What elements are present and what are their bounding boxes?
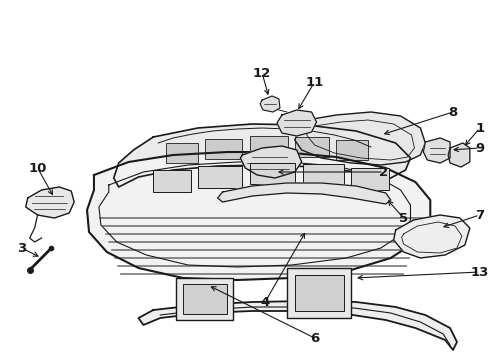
Polygon shape [25,187,74,218]
Polygon shape [295,112,425,165]
Bar [351,168,389,190]
Bar [250,136,288,156]
Bar [303,164,344,185]
Bar [336,140,368,160]
Bar [166,143,198,163]
Bar [295,137,329,157]
Text: 8: 8 [448,105,458,118]
Bar [205,139,243,159]
Polygon shape [114,124,411,187]
Text: 3: 3 [17,242,26,255]
Text: 4: 4 [261,296,270,309]
Polygon shape [423,138,450,163]
Polygon shape [139,301,457,350]
Bar [295,275,344,311]
Bar [198,166,243,188]
Bar [250,163,295,184]
Text: 13: 13 [470,266,489,279]
Polygon shape [87,152,430,280]
Text: 11: 11 [305,76,324,89]
Polygon shape [218,183,391,204]
Polygon shape [241,146,302,178]
Bar [287,268,351,318]
Text: 2: 2 [379,166,389,179]
Text: 5: 5 [399,212,408,225]
Polygon shape [260,96,280,112]
Polygon shape [277,110,317,136]
Text: 1: 1 [475,122,484,135]
Bar [183,284,226,314]
Bar [153,170,191,192]
Bar [176,278,233,320]
Polygon shape [393,215,470,258]
Text: 7: 7 [475,208,484,221]
Text: 10: 10 [28,162,47,175]
Text: 6: 6 [310,332,319,345]
Polygon shape [448,143,470,167]
Text: 9: 9 [475,141,484,154]
Text: 12: 12 [253,67,271,80]
